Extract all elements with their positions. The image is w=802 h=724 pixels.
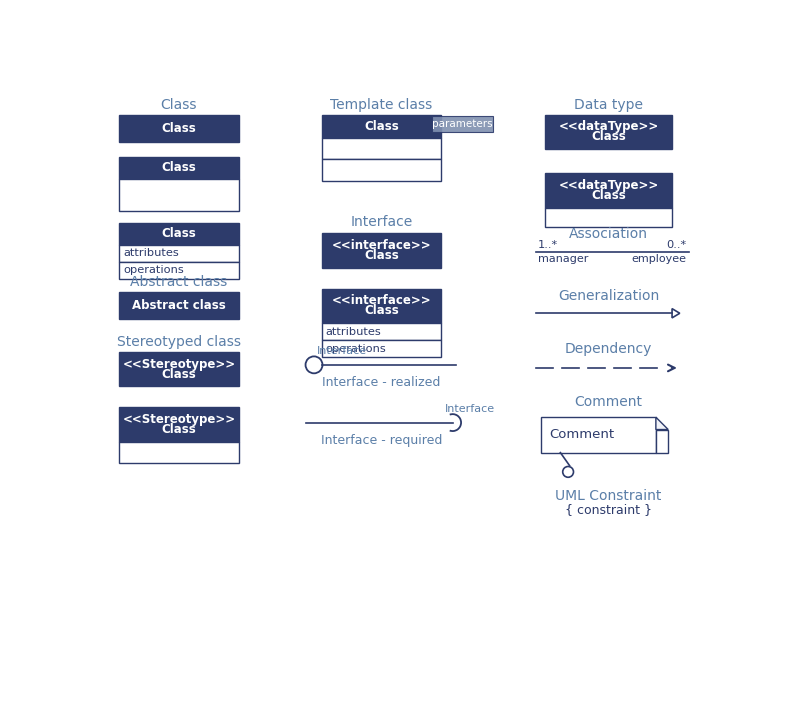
Text: Class: Class bbox=[364, 249, 399, 262]
Bar bbox=[322, 114, 441, 138]
Text: Association: Association bbox=[569, 227, 648, 241]
Bar bbox=[119, 223, 238, 245]
Text: <<dataType>>: <<dataType>> bbox=[558, 120, 658, 133]
Text: UML Constraint: UML Constraint bbox=[555, 489, 662, 502]
Text: <<interface>>: <<interface>> bbox=[331, 239, 431, 252]
Text: operations: operations bbox=[326, 344, 387, 354]
Text: { constraint }: { constraint } bbox=[565, 503, 652, 516]
Polygon shape bbox=[672, 308, 680, 318]
Bar bbox=[119, 157, 238, 179]
Bar bbox=[119, 114, 238, 142]
Text: Interface - required: Interface - required bbox=[321, 434, 442, 447]
Text: manager: manager bbox=[538, 254, 589, 264]
Bar bbox=[545, 173, 672, 208]
Text: Interface: Interface bbox=[445, 404, 495, 413]
Bar bbox=[541, 417, 656, 452]
Bar bbox=[119, 261, 238, 279]
Text: Class: Class bbox=[161, 161, 196, 174]
Text: 1..*: 1..* bbox=[538, 240, 558, 251]
Text: Class: Class bbox=[591, 189, 626, 202]
Polygon shape bbox=[656, 417, 668, 429]
Bar bbox=[119, 179, 238, 211]
Bar bbox=[545, 208, 672, 227]
Text: Stereotyped class: Stereotyped class bbox=[117, 334, 241, 349]
Text: Interface - realized: Interface - realized bbox=[322, 376, 440, 389]
Text: Class: Class bbox=[364, 305, 399, 317]
Bar bbox=[322, 233, 441, 268]
Bar bbox=[322, 138, 441, 159]
Text: 0..*: 0..* bbox=[666, 240, 687, 251]
Text: Generalization: Generalization bbox=[558, 289, 659, 303]
Text: <<Stereotype>>: <<Stereotype>> bbox=[123, 413, 236, 426]
Text: <<interface>>: <<interface>> bbox=[331, 295, 431, 308]
Bar bbox=[119, 442, 238, 463]
Text: Class: Class bbox=[161, 423, 196, 436]
Text: Abstract class: Abstract class bbox=[130, 275, 228, 290]
Text: Comment: Comment bbox=[549, 429, 614, 442]
Bar bbox=[656, 429, 668, 452]
Text: Comment: Comment bbox=[574, 395, 642, 409]
Text: <<Stereotype>>: <<Stereotype>> bbox=[123, 358, 236, 371]
Bar bbox=[119, 407, 238, 442]
Text: Data type: Data type bbox=[574, 98, 643, 112]
Bar bbox=[119, 292, 238, 319]
Text: operations: operations bbox=[123, 265, 184, 275]
Bar bbox=[431, 116, 493, 132]
Text: Class: Class bbox=[591, 130, 626, 143]
Text: Class: Class bbox=[161, 122, 196, 135]
Bar bbox=[545, 114, 672, 149]
Text: Interface: Interface bbox=[350, 216, 412, 230]
Bar bbox=[322, 289, 441, 324]
Text: parameters: parameters bbox=[432, 119, 493, 129]
Text: Interface: Interface bbox=[317, 346, 367, 356]
Bar bbox=[119, 352, 238, 387]
Bar bbox=[119, 245, 238, 261]
Text: attributes: attributes bbox=[123, 248, 179, 258]
Text: Class: Class bbox=[160, 98, 197, 112]
Text: employee: employee bbox=[632, 254, 687, 264]
Text: attributes: attributes bbox=[326, 327, 381, 337]
Text: Template class: Template class bbox=[330, 98, 432, 112]
Text: Dependency: Dependency bbox=[565, 342, 652, 356]
Text: <<dataType>>: <<dataType>> bbox=[558, 179, 658, 192]
Text: Class: Class bbox=[161, 368, 196, 381]
Text: Abstract class: Abstract class bbox=[132, 300, 225, 313]
Bar bbox=[322, 340, 441, 357]
Bar bbox=[322, 324, 441, 340]
Bar bbox=[322, 159, 441, 181]
Text: Class: Class bbox=[364, 119, 399, 132]
Text: Class: Class bbox=[161, 227, 196, 240]
